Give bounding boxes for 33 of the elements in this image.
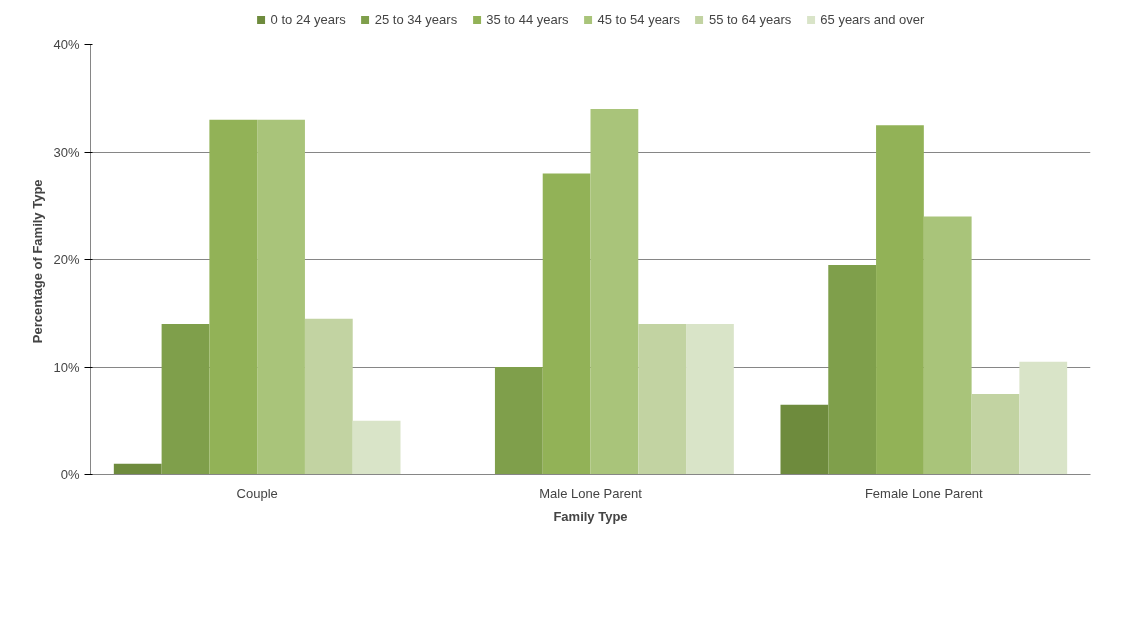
bar — [304, 318, 353, 475]
bar — [257, 119, 305, 475]
y-tick-label: 30% — [53, 144, 80, 160]
x-tick-label: Male Lone Parent — [539, 485, 643, 501]
y-tick-label: 0% — [60, 467, 80, 482]
bar — [923, 216, 972, 475]
x-tick-label: Couple — [236, 485, 278, 501]
legend-label: 35 to 44 years — [486, 11, 569, 27]
bar — [352, 420, 401, 475]
y-axis-title: Percentage of Family Type — [30, 179, 46, 344]
bar — [590, 109, 639, 475]
bar — [876, 125, 924, 475]
bar — [113, 463, 162, 475]
legend-label: 25 to 34 years — [374, 11, 458, 27]
legend-label: 55 to 64 years — [708, 11, 792, 27]
bar — [638, 324, 687, 475]
bar — [828, 264, 877, 475]
legend-label: 65 years and over — [820, 11, 925, 27]
bar — [209, 119, 258, 475]
bar — [780, 404, 829, 475]
y-tick-label: 40% — [53, 37, 80, 52]
legend-label: 0 to 24 years — [270, 11, 346, 27]
x-tick-label: Female Lone Parent — [864, 485, 984, 501]
legend-label: 45 to 54 years — [597, 11, 680, 27]
y-tick-label: 10% — [53, 359, 80, 375]
bar — [971, 393, 1020, 475]
x-axis-title: Family Type — [553, 508, 628, 524]
bar — [494, 367, 543, 475]
bar — [1019, 361, 1068, 475]
y-tick-label: 20% — [53, 252, 80, 267]
bar — [542, 173, 591, 475]
bar — [161, 324, 210, 475]
bar — [686, 324, 734, 475]
